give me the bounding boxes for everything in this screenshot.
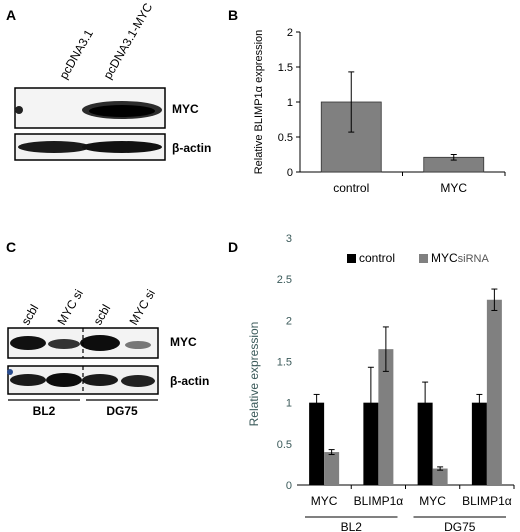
chart-d-bar-control [309,402,325,485]
panel-letter-a: A [6,7,16,23]
chart-d-group-label: DG75 [444,520,476,532]
chart-d-ytick-label: 3 [286,233,292,245]
chart-d-bar-sirna [324,452,340,485]
chart-d-bar-sirna [432,468,448,485]
panel-c-blot: scbl MYC si scbl MYC si MYC β-actin BL2 … [7,287,209,418]
blot-c-myc-band-1 [10,336,46,350]
chart-b-xtick-label: MYC [440,181,467,195]
chart-b-xtick-label: control [333,181,369,195]
chart-d-xtick-label: BLIMP1α [354,494,404,508]
blot-c-lane-label-4: MYC si [126,287,157,327]
blot-a-actin-band-lane1 [18,141,90,153]
chart-d-ytick-label: 0.5 [277,439,292,451]
blot-c-myc-band-3 [80,335,120,351]
blot-a-lane-label-1: pcDNA3.1 [56,27,96,82]
chart-d-legend-label-sirna-sub: siRNA [458,253,490,265]
blot-c-cell-line-dg75: DG75 [106,404,138,418]
blot-c-actin-band-1 [10,374,46,386]
chart-d-bar-sirna [378,349,394,485]
chart-d-legend-label-sirna: MYCsiRNA [431,251,490,265]
blot-a-edge-spot [15,106,23,114]
blot-c-actin-band-3 [82,374,118,386]
panel-d-chart: Relative expression control MYCsiRNA 00.… [247,233,515,532]
blot-c-actin-spot [7,369,13,375]
chart-b-ytick-label: 0.5 [278,132,293,144]
chart-d-ylabel: Relative expression [247,322,261,427]
panel-letter-c: C [6,239,16,255]
chart-d-ytick-label: 2 [286,315,292,327]
chart-d-legend-label-control: control [359,251,395,265]
blot-c-band-label-myc: MYC [170,335,197,349]
blot-c-cell-line-bl2: BL2 [33,404,56,418]
chart-d-ytick-label: 0 [286,480,292,492]
chart-d-bar-sirna [486,299,502,485]
chart-d-ytick-label: 1.5 [277,357,292,369]
chart-b-ylabel: Relative BLIMP1α expression [253,30,265,175]
chart-d-bar-control [471,402,487,485]
chart-d-xtick-label: MYC [311,494,338,508]
blot-c-myc-band-4 [125,341,151,349]
blot-c-actin-band-2 [46,373,82,387]
chart-d-legend-swatch-control [347,254,356,263]
blot-c-band-label-actin: β-actin [170,374,209,388]
panel-letter-b: B [228,7,238,23]
chart-b-ytick-label: 2 [287,27,293,39]
chart-d-bar-control [363,402,379,485]
chart-b-ytick-label: 1 [287,97,293,109]
chart-b-ytick-label: 0 [287,167,293,179]
panel-a-blot: pcDNA3.1 pcDNA3.1-MYC MYC β-actin [14,0,211,161]
chart-d-ytick-label: 2.5 [277,274,292,286]
chart-d-xtick-label: MYC [419,494,446,508]
blot-c-lane-label-1: scbl [18,302,41,327]
blot-a-band-label-myc: MYC [172,102,199,116]
chart-b-ytick-label: 1.5 [278,62,293,74]
blot-c-actin-band-4 [121,375,155,387]
blot-c-lane-label-2: MYC si [54,287,85,327]
blot-c-myc-band-2 [48,339,80,349]
panel-letter-d: D [228,239,238,255]
panel-b-chart: Relative BLIMP1α expression 0 0.5 1 1.5 2 con… [253,27,506,195]
blot-a-myc-band-lane2-core [89,105,155,117]
chart-d-xtick-label: BLIMP1α [462,494,512,508]
blot-a-actin-band-lane2 [82,141,162,153]
blot-c-lane-label-3: scbl [90,302,113,327]
chart-d-ytick-label: 1 [286,398,292,410]
blot-a-band-label-actin: β-actin [172,141,211,155]
chart-d-group-label: BL2 [341,520,363,532]
blot-a-lane-label-2: pcDNA3.1-MYC [100,0,155,81]
chart-d-legend-swatch-sirna [419,254,428,263]
chart-d-legend-label-sirna-main: MYC [431,251,458,265]
chart-d-bar-control [417,402,433,485]
